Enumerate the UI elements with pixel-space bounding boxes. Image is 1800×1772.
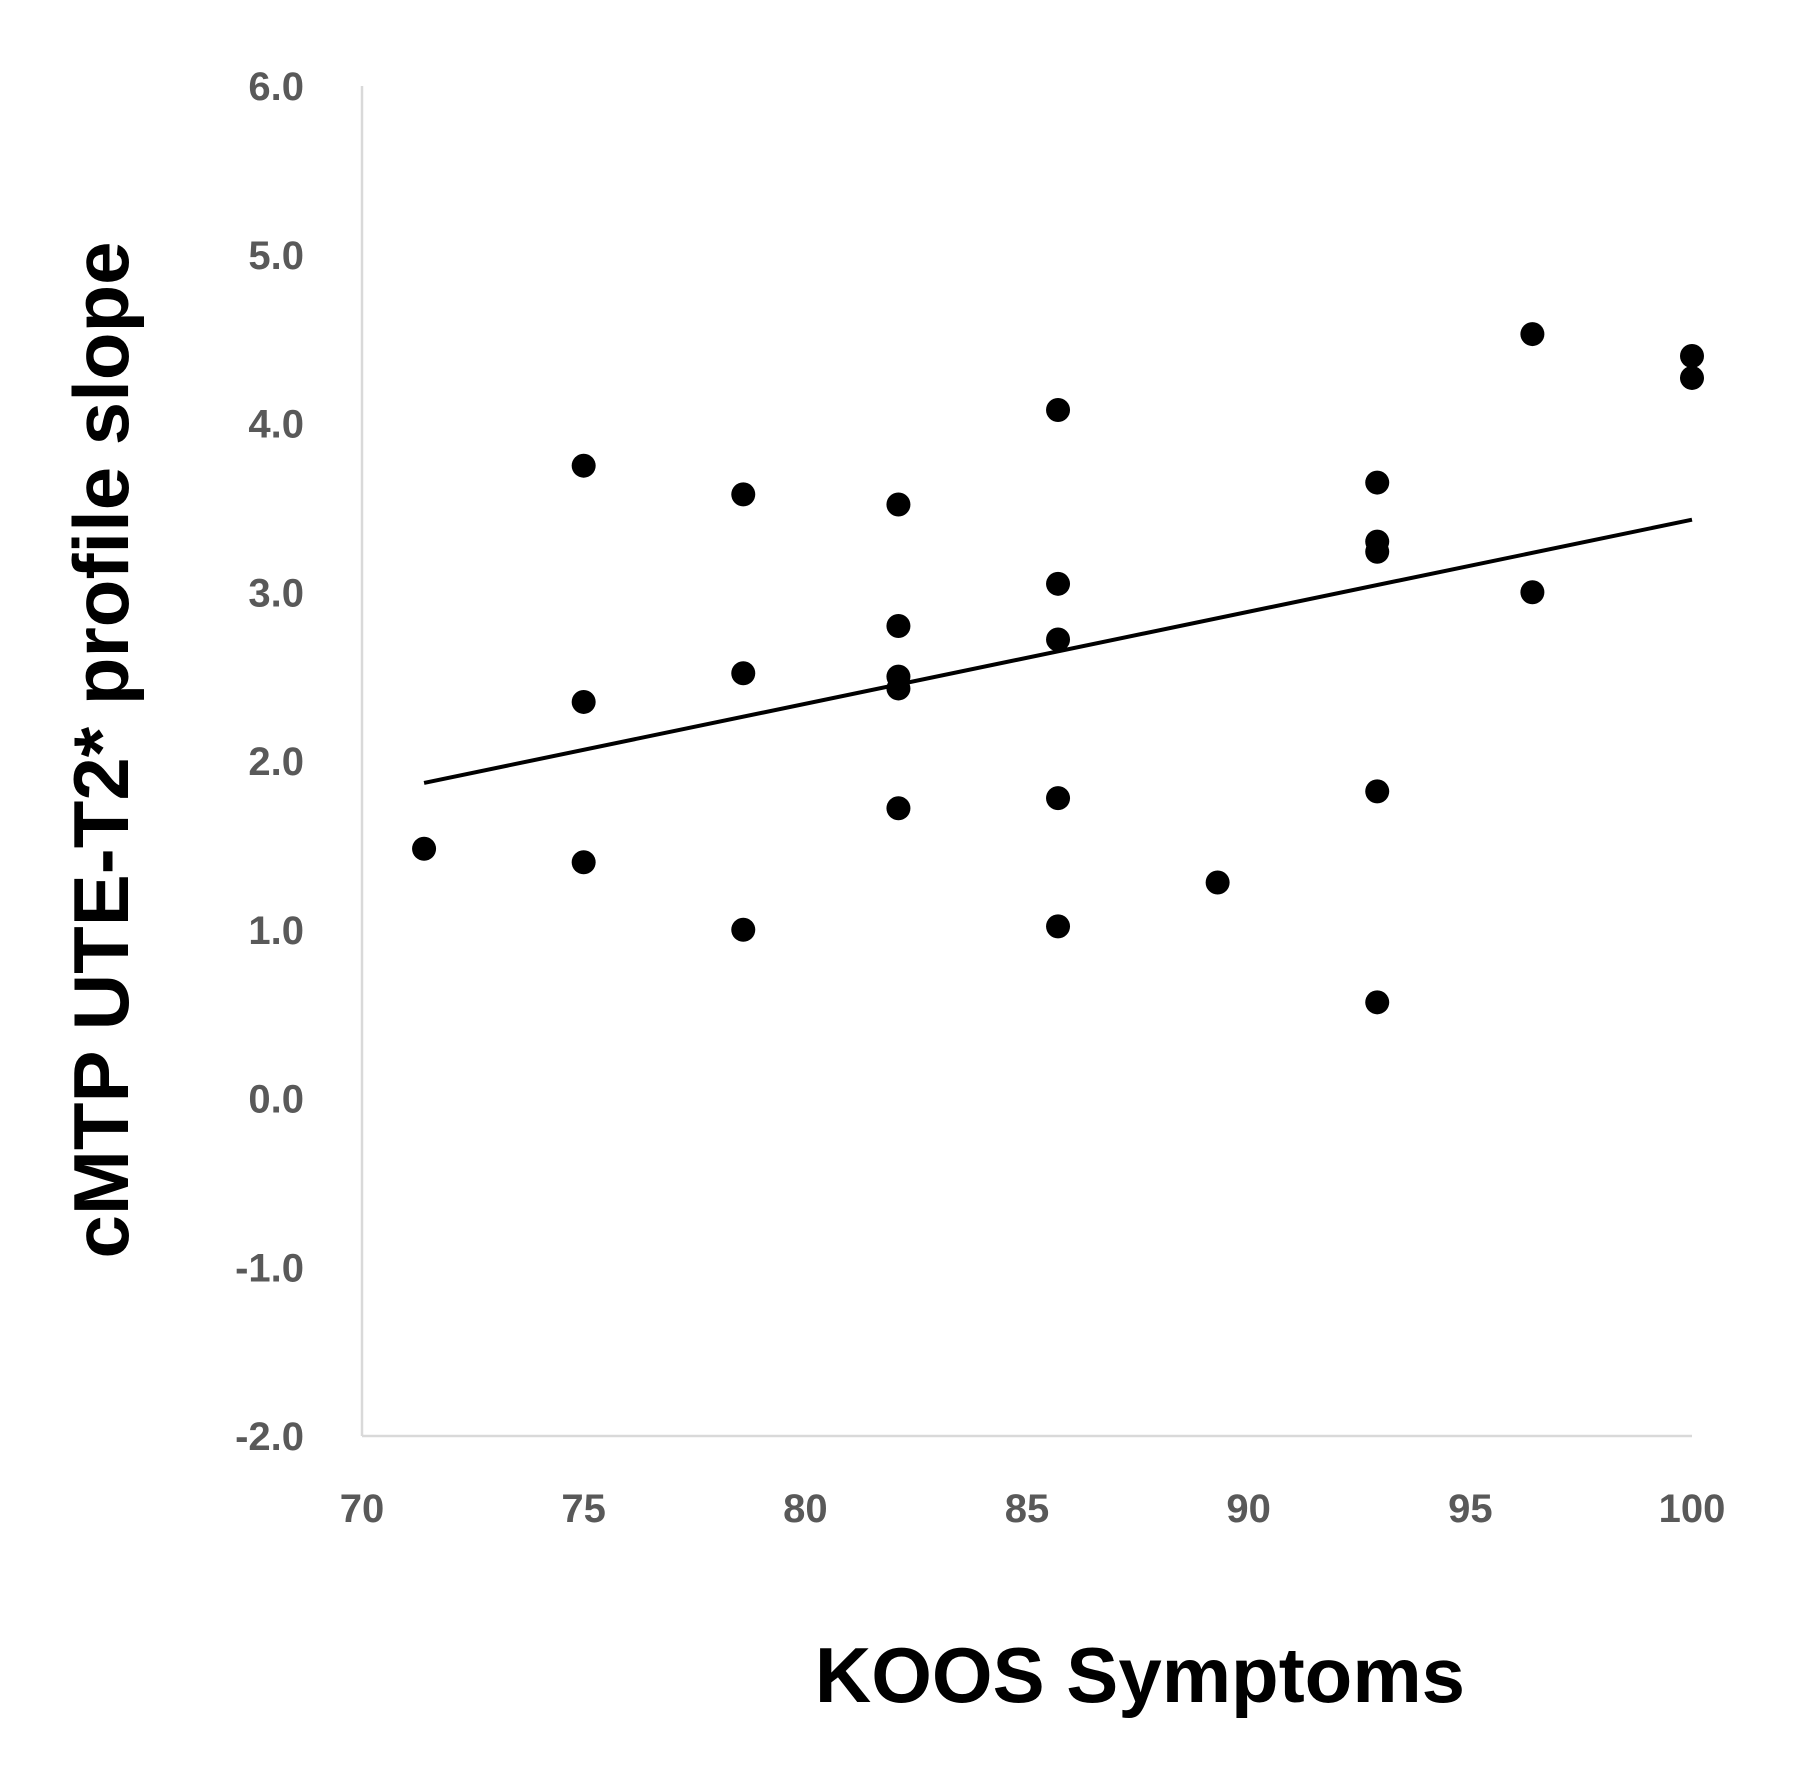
y-tick-label: 1.0 xyxy=(248,909,304,953)
data-point xyxy=(412,836,437,861)
data-point xyxy=(1520,580,1545,605)
data-point xyxy=(1365,539,1390,564)
axes xyxy=(360,86,1692,1438)
data-point xyxy=(1365,470,1390,495)
data-point xyxy=(886,614,911,638)
x-axis-title: KOOS Symptoms xyxy=(815,1631,1465,1719)
x-tick-label: 95 xyxy=(1448,1487,1493,1531)
y-tick-label: 2.0 xyxy=(248,740,304,784)
data-point xyxy=(1046,786,1071,811)
y-tick-label: 4.0 xyxy=(248,403,304,447)
x-tick-label: 85 xyxy=(1005,1487,1050,1531)
y-tick-label: 5.0 xyxy=(248,234,304,278)
data-point xyxy=(571,453,596,478)
x-tick-label: 70 xyxy=(340,1487,385,1531)
y-tick-label: -2.0 xyxy=(235,1415,304,1459)
data-point xyxy=(1205,870,1230,895)
y-tick-label: 0.0 xyxy=(248,1078,304,1122)
data-point xyxy=(571,850,596,875)
data-point xyxy=(1365,990,1390,1015)
data-point xyxy=(886,796,911,821)
data-point xyxy=(1046,914,1071,939)
y-axis-title: cMTP UTE-T2* profile slope xyxy=(57,241,145,1258)
y-axis-ticks: -2.0 -1.0 0.0 1.0 2.0 3.0 4.0 5.0 6.0 xyxy=(235,65,304,1459)
data-point xyxy=(571,689,596,714)
data-point xyxy=(1046,627,1071,652)
data-point xyxy=(731,482,756,507)
x-tick-label: 80 xyxy=(783,1487,828,1531)
y-tick-label: 6.0 xyxy=(248,65,304,109)
y-tick-label: -1.0 xyxy=(235,1246,304,1290)
x-tick-label: 90 xyxy=(1226,1487,1271,1531)
data-points xyxy=(412,322,1704,1015)
data-point xyxy=(731,661,756,686)
data-point xyxy=(1046,398,1071,422)
y-tick-label: 3.0 xyxy=(248,571,304,615)
x-axis-ticks: 70 75 80 85 90 95 100 xyxy=(340,1487,1726,1531)
data-point xyxy=(1520,322,1545,347)
data-point xyxy=(1680,344,1704,368)
data-point xyxy=(886,676,911,701)
data-point xyxy=(886,492,911,517)
x-tick-label: 100 xyxy=(1659,1487,1726,1531)
x-tick-label: 75 xyxy=(561,1487,606,1531)
data-point xyxy=(1365,779,1390,804)
data-point xyxy=(1680,365,1704,390)
data-point xyxy=(731,917,756,942)
data-point xyxy=(1046,571,1071,596)
